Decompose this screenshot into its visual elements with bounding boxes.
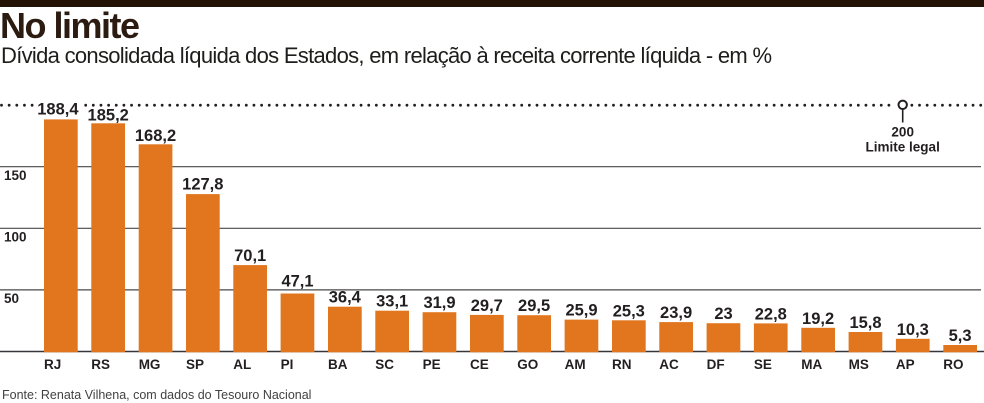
svg-text:127,8: 127,8	[182, 176, 223, 194]
svg-text:200: 200	[891, 125, 914, 140]
svg-text:150: 150	[4, 168, 27, 183]
svg-text:MS: MS	[849, 357, 869, 372]
svg-text:SP: SP	[186, 357, 204, 372]
svg-text:22,8: 22,8	[755, 305, 787, 323]
svg-text:10,3: 10,3	[897, 321, 929, 339]
svg-text:19,2: 19,2	[802, 310, 834, 328]
svg-text:31,9: 31,9	[423, 294, 455, 312]
svg-text:185,2: 185,2	[88, 107, 129, 125]
svg-text:RO: RO	[943, 357, 963, 372]
svg-text:AC: AC	[659, 357, 679, 372]
svg-text:AP: AP	[896, 357, 915, 372]
svg-text:47,1: 47,1	[281, 273, 313, 291]
svg-text:RS: RS	[91, 357, 110, 372]
svg-text:CE: CE	[470, 357, 489, 372]
svg-text:PE: PE	[423, 357, 441, 372]
svg-text:50: 50	[4, 291, 19, 306]
svg-text:RN: RN	[612, 357, 632, 372]
svg-text:RJ: RJ	[44, 357, 61, 372]
svg-text:36,4: 36,4	[329, 289, 362, 307]
svg-text:MA: MA	[801, 357, 822, 372]
svg-text:23: 23	[714, 305, 732, 323]
svg-text:DF: DF	[707, 357, 725, 372]
svg-text:15,8: 15,8	[849, 314, 881, 332]
svg-text:AL: AL	[233, 357, 251, 372]
svg-text:70,1: 70,1	[234, 247, 266, 265]
svg-text:SC: SC	[375, 357, 394, 372]
svg-text:188,4: 188,4	[37, 100, 79, 118]
svg-text:33,1: 33,1	[376, 293, 408, 311]
svg-text:PI: PI	[281, 357, 294, 372]
svg-text:100: 100	[4, 230, 27, 245]
svg-text:168,2: 168,2	[135, 127, 176, 145]
svg-text:25,3: 25,3	[613, 302, 645, 320]
svg-text:5,3: 5,3	[949, 327, 972, 345]
svg-text:AM: AM	[565, 357, 586, 372]
svg-text:BA: BA	[328, 357, 348, 372]
svg-text:SE: SE	[754, 357, 772, 372]
svg-text:23,9: 23,9	[660, 304, 692, 322]
svg-text:MG: MG	[139, 357, 161, 372]
svg-text:Limite legal: Limite legal	[866, 140, 940, 155]
svg-text:GO: GO	[517, 357, 538, 372]
svg-text:29,5: 29,5	[518, 297, 550, 315]
svg-text:25,9: 25,9	[565, 302, 597, 320]
svg-text:29,7: 29,7	[471, 297, 503, 315]
